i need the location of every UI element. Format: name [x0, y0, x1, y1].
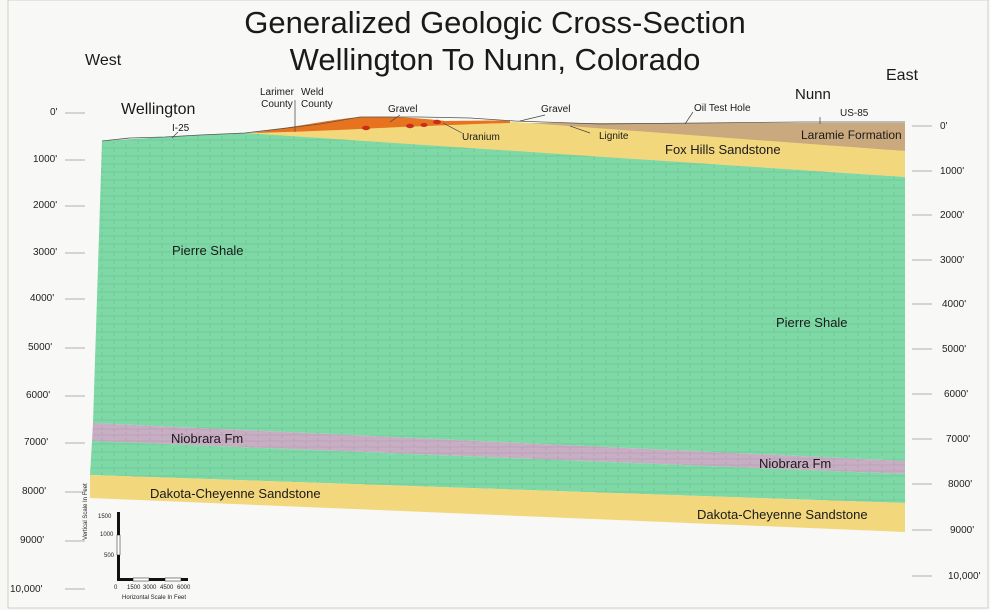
left-depth-label: 1000'	[33, 154, 58, 165]
fox-hills-sandstone-layer	[245, 122, 905, 177]
right-depth-label: 9000'	[950, 525, 975, 536]
gravel-leader-line	[519, 114, 546, 122]
dakota-cheyenne-label-east: Dakota-Cheyenne Sandstone	[697, 507, 868, 522]
right-depth-label: 3000'	[940, 255, 965, 266]
horizontal-scale-label: Horizontal Scale In Feet	[122, 595, 187, 601]
left-depth-label: 3000'	[33, 247, 58, 258]
dakota-cheyenne-label-west: Dakota-Cheyenne Sandstone	[150, 486, 321, 501]
horizontal-scale-tick: 4500	[160, 585, 174, 591]
pierre-shale-label-east: Pierre Shale	[776, 315, 848, 330]
right-depth-label: 10,000'	[948, 571, 981, 582]
east-label: East	[886, 67, 919, 84]
lignite-label: Lignite	[599, 131, 629, 142]
oil-test-hole-label: Oil Test Hole	[694, 103, 751, 114]
nunn-label: Nunn	[795, 86, 831, 103]
niobrara-label-west: Niobrara Fm	[171, 431, 244, 446]
diagram-title-line-2: Wellington To Nunn, Colorado	[289, 42, 701, 77]
pierre-shale-label-west: Pierre Shale	[172, 243, 244, 258]
vertical-scale-tick: 1500	[98, 514, 112, 520]
i25-marker	[171, 131, 179, 139]
wellington-label: Wellington	[121, 101, 196, 118]
left-depth-label: 9000'	[20, 535, 45, 546]
right-depth-label: 6000'	[944, 389, 969, 400]
ground-surface-line	[101, 116, 905, 142]
oil-test-hole-line	[684, 111, 694, 125]
horizontal-scale-tick: 6000	[177, 585, 191, 591]
horizontal-scale-tick: 1500	[127, 585, 141, 591]
uranium-leader-line	[442, 122, 463, 134]
right-depth-label: 7000'	[946, 434, 971, 445]
uranium-node	[406, 123, 414, 129]
scale-bar	[116, 512, 188, 582]
left-depth-label: 6000'	[26, 390, 51, 401]
left-depth-label: 0'	[50, 107, 58, 118]
vertical-scale-tick: 1000	[100, 532, 114, 538]
uranium-node	[420, 123, 428, 127]
i25-label: I-25	[172, 123, 190, 134]
vertical-scale-label: Vertical Scale In Feet	[83, 483, 89, 540]
left-depth-label: 5000'	[28, 342, 53, 353]
pierre-shale-lower-layer	[90, 441, 905, 503]
left-depth-label: 2000'	[33, 200, 58, 211]
right-depth-label: 1000'	[940, 166, 965, 177]
lignite-leader-line	[569, 125, 591, 134]
uranium-node	[433, 119, 441, 125]
horizontal-scale-tick: 3000	[143, 585, 157, 591]
left-depth-label: 7000'	[24, 437, 49, 448]
left-depth-label: 8000'	[22, 486, 47, 497]
west-label: West	[85, 52, 122, 69]
uranium-label: Uranium	[462, 132, 500, 143]
right-depth-label: 2000'	[940, 210, 965, 221]
vertical-scale-tick: 500	[104, 553, 115, 559]
niobrara-layer	[92, 423, 905, 474]
larimer-county-label: Larimer County	[260, 87, 294, 110]
weld-county-label: Weld County	[301, 87, 333, 110]
dakota-cheyenne-sandstone-layer	[90, 475, 905, 532]
diagram-title-line-1: Generalized Geologic Cross-Section	[244, 5, 746, 40]
right-depth-label: 8000'	[948, 479, 973, 490]
uranium-node	[362, 125, 370, 131]
us85-label: US-85	[840, 108, 869, 119]
right-depth-label: 0'	[940, 121, 948, 132]
fox-hills-sandstone-label: Fox Hills Sandstone	[665, 142, 781, 157]
gravel-deposit	[252, 116, 510, 133]
left-depth-label: 4000'	[30, 293, 55, 304]
gravel-leader-line	[389, 114, 401, 123]
laramie-formation-label: Laramie Formation	[801, 128, 902, 142]
gravel-label-west: Gravel	[388, 104, 418, 115]
left-depth-ticks	[65, 112, 85, 590]
horizontal-scale-tick: 0	[114, 585, 118, 591]
left-depth-label: 10,000'	[10, 584, 43, 595]
pierre-shale-upper-layer	[93, 133, 905, 461]
right-depth-ticks	[912, 125, 932, 577]
right-depth-label: 5000'	[942, 344, 967, 355]
niobrara-label-east: Niobrara Fm	[759, 456, 832, 471]
gravel-label-east: Gravel	[541, 104, 571, 115]
right-depth-label: 4000'	[942, 299, 967, 310]
